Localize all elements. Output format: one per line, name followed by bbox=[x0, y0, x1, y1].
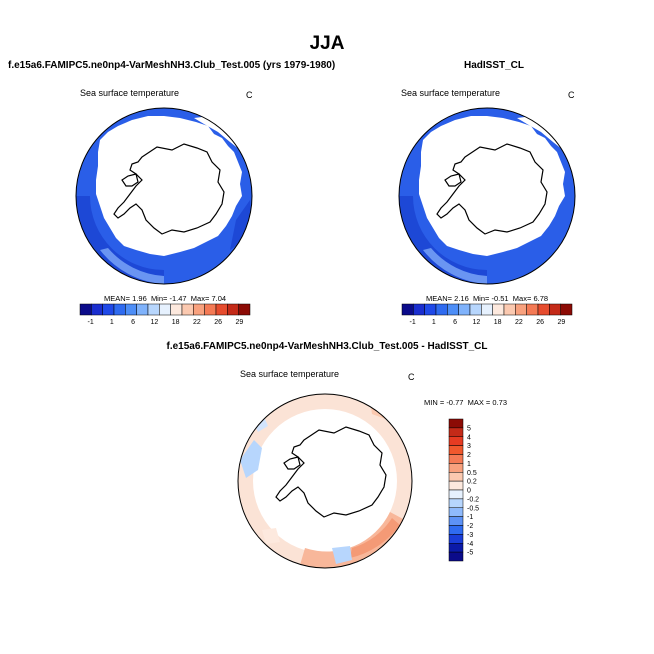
obs-colorbar-swatch bbox=[458, 303, 471, 316]
model-colorbar-swatch bbox=[181, 303, 194, 316]
diff-colorbar-tick-label: 5 bbox=[467, 425, 471, 432]
diff-colorbar-tick-label: -5 bbox=[467, 550, 473, 557]
obs-colorbar-swatch bbox=[447, 303, 459, 316]
obs-map bbox=[398, 107, 576, 285]
page-title: JJA bbox=[309, 33, 345, 54]
obs-colorbar-swatch bbox=[503, 303, 516, 316]
diff-colorbar-tick-label: -1 bbox=[467, 514, 473, 521]
model-colorbar-swatch bbox=[227, 303, 239, 316]
diff-colorbar-tick-label: 0 bbox=[467, 488, 471, 495]
obs-colorbar-tick-label: 26 bbox=[536, 319, 544, 326]
model-map bbox=[75, 107, 253, 285]
obs-colorbar-tick-label: -1 bbox=[410, 319, 416, 326]
model-colorbar-swatch bbox=[238, 303, 251, 316]
diff-colorbar-tick-label: -4 bbox=[467, 541, 473, 548]
diff-colorbar-tick-label: 4 bbox=[467, 434, 471, 441]
model-colorbar-swatch bbox=[159, 303, 171, 316]
obs-colorbar-tick-label: 18 bbox=[494, 319, 502, 326]
obs-colorbar-swatch bbox=[537, 303, 550, 316]
model-units-label: C bbox=[246, 90, 253, 100]
diff-colorbar-swatch bbox=[448, 445, 464, 455]
model-colorbar-tick-label: 1 bbox=[110, 319, 114, 326]
diff-units-label: C bbox=[408, 372, 415, 382]
diff-colorbar-swatch bbox=[448, 534, 464, 544]
model-colorbar-tick-label: 22 bbox=[193, 319, 201, 326]
obs-variable-label: Sea surface temperature bbox=[401, 88, 501, 98]
diff-colorbar-swatch bbox=[448, 454, 464, 464]
diff-colorbar-swatch bbox=[448, 525, 464, 535]
model-colorbar-tick-label: 18 bbox=[172, 319, 180, 326]
model-colorbar-swatch bbox=[193, 303, 205, 316]
model-stats: MEAN= 1.96 Min= -1.47 Max= 7.04 bbox=[104, 294, 227, 303]
diff-colorbar-swatch bbox=[448, 472, 464, 482]
diff-colorbar-swatch bbox=[448, 516, 464, 526]
obs-colorbar-swatch bbox=[515, 303, 527, 316]
obs-colorbar-tick-label: 29 bbox=[557, 319, 565, 326]
model-colorbar-swatch bbox=[79, 303, 92, 316]
diff-colorbar-swatch bbox=[448, 418, 464, 429]
diff-colorbar-swatch bbox=[448, 507, 464, 517]
model-colorbar-swatch bbox=[215, 303, 228, 316]
model-colorbar-swatch bbox=[147, 303, 160, 316]
obs-colorbar-swatch bbox=[492, 303, 505, 316]
obs-colorbar-swatch bbox=[481, 303, 493, 316]
diff-colorbar-tick-label: -0.5 bbox=[467, 505, 479, 512]
obs-colorbar-tick-label: 12 bbox=[472, 319, 480, 326]
obs-colorbar-tick-label: 22 bbox=[515, 319, 523, 326]
obs-stats: MEAN= 2.16 Min= -0.51 Max= 6.78 bbox=[426, 294, 549, 303]
diff-colorbar-tick-label: 0.5 bbox=[467, 470, 477, 477]
diff-colorbar-swatch bbox=[448, 463, 464, 473]
obs-units-label: C bbox=[568, 90, 575, 100]
diff-colorbar-tick-label: 3 bbox=[467, 443, 471, 450]
diff-colorbar-tick-label: -2 bbox=[467, 523, 473, 530]
obs-panel-title: HadISST_CL bbox=[464, 60, 525, 71]
model-colorbar-swatch bbox=[170, 303, 183, 316]
model-colorbar: -1 1 6 12 18 22 26 29 bbox=[79, 303, 251, 326]
model-colorbar-swatch bbox=[91, 303, 103, 316]
obs-colorbar-swatch bbox=[560, 303, 573, 316]
diff-colorbar-tick-label: 1 bbox=[467, 461, 471, 468]
obs-colorbar-swatch bbox=[469, 303, 482, 316]
model-colorbar-tick-label: 29 bbox=[235, 319, 243, 326]
model-colorbar-tick-label: 26 bbox=[214, 319, 222, 326]
diff-panel-title: f.e15a6.FAMIPC5.ne0np4-VarMeshNH3.Club_T… bbox=[166, 341, 488, 352]
diff-variable-label: Sea surface temperature bbox=[240, 369, 340, 379]
diff-stats: MIN = -0.77 MAX = 0.73 bbox=[424, 398, 508, 407]
diff-map bbox=[237, 393, 413, 569]
diff-colorbar-swatch bbox=[448, 543, 464, 553]
obs-colorbar-tick-label: 6 bbox=[453, 319, 457, 326]
diff-colorbar-swatch bbox=[448, 489, 464, 500]
obs-colorbar-swatch bbox=[549, 303, 561, 316]
diff-colorbar-tick-label: 0.2 bbox=[467, 479, 477, 486]
obs-colorbar-swatch bbox=[435, 303, 448, 316]
diff-colorbar-swatch bbox=[448, 498, 464, 508]
model-colorbar-swatch bbox=[136, 303, 149, 316]
model-colorbar-tick-label: -1 bbox=[88, 319, 94, 326]
diff-colorbar-swatch bbox=[448, 427, 464, 437]
diff-colorbar-tick-label: -3 bbox=[467, 532, 473, 539]
obs-colorbar-swatch bbox=[401, 303, 414, 316]
diff-colorbar-tick-label: 2 bbox=[467, 452, 471, 459]
model-colorbar-swatch bbox=[102, 303, 115, 316]
model-variable-label: Sea surface temperature bbox=[80, 88, 180, 98]
model-colorbar-tick-label: 6 bbox=[131, 319, 135, 326]
model-panel-title: f.e15a6.FAMIPC5.ne0np4-VarMeshNH3.Club_T… bbox=[8, 60, 336, 71]
obs-colorbar-swatch bbox=[526, 303, 539, 316]
diff-colorbar-swatch bbox=[448, 436, 464, 446]
obs-colorbar-tick-label: 1 bbox=[432, 319, 436, 326]
model-colorbar-swatch bbox=[125, 303, 137, 316]
obs-colorbar: -1 1 6 12 18 22 26 29 bbox=[401, 303, 573, 326]
model-colorbar-tick-label: 12 bbox=[150, 319, 158, 326]
diff-colorbar-swatch bbox=[448, 551, 464, 562]
model-colorbar-swatch bbox=[204, 303, 217, 316]
diff-colorbar-tick-label: -0.2 bbox=[467, 496, 479, 503]
obs-colorbar-swatch bbox=[413, 303, 425, 316]
model-colorbar-swatch bbox=[113, 303, 126, 316]
obs-colorbar-swatch bbox=[424, 303, 437, 316]
diff-colorbar: 5 4 3 2 1 0.5 0.2 0-0.2 -0.5 -1 -2 -3 -4 -5 bbox=[448, 418, 479, 562]
diff-colorbar-swatch bbox=[448, 480, 464, 491]
